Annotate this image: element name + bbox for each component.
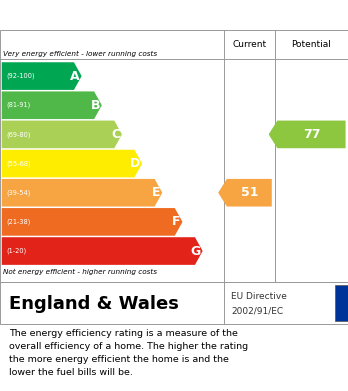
Text: (92-100): (92-100)	[6, 73, 34, 79]
Text: Energy Efficiency Rating: Energy Efficiency Rating	[10, 7, 239, 25]
Bar	[335, 285, 348, 321]
Polygon shape	[2, 208, 182, 236]
Text: Current: Current	[232, 40, 267, 49]
Text: Not energy efficient - higher running costs: Not energy efficient - higher running co…	[3, 269, 157, 275]
Polygon shape	[2, 91, 102, 119]
Text: EU Directive: EU Directive	[231, 292, 287, 301]
Text: D: D	[130, 157, 140, 170]
Text: (81-91): (81-91)	[6, 102, 30, 108]
Text: 77: 77	[303, 128, 320, 141]
Text: (1-20): (1-20)	[6, 248, 26, 254]
Polygon shape	[2, 179, 162, 206]
Text: Potential: Potential	[291, 40, 331, 49]
Text: The energy efficiency rating is a measure of the
overall efficiency of a home. T: The energy efficiency rating is a measur…	[9, 329, 248, 377]
Text: (55-68): (55-68)	[6, 160, 31, 167]
Text: 51: 51	[240, 186, 258, 199]
Text: F: F	[172, 215, 181, 228]
Text: 2002/91/EC: 2002/91/EC	[231, 306, 283, 315]
Text: C: C	[111, 128, 120, 141]
Text: England & Wales: England & Wales	[9, 295, 179, 313]
Polygon shape	[269, 120, 346, 148]
Polygon shape	[2, 237, 203, 265]
Text: G: G	[191, 244, 201, 258]
Polygon shape	[2, 150, 142, 178]
Text: (69-80): (69-80)	[6, 131, 30, 138]
Text: B: B	[90, 99, 100, 112]
Text: E: E	[152, 186, 160, 199]
Polygon shape	[2, 62, 82, 90]
Text: Very energy efficient - lower running costs: Very energy efficient - lower running co…	[3, 51, 157, 57]
Polygon shape	[2, 120, 122, 148]
Text: A: A	[70, 70, 80, 83]
Polygon shape	[218, 179, 272, 206]
Text: (39-54): (39-54)	[6, 190, 30, 196]
Text: (21-38): (21-38)	[6, 219, 30, 225]
